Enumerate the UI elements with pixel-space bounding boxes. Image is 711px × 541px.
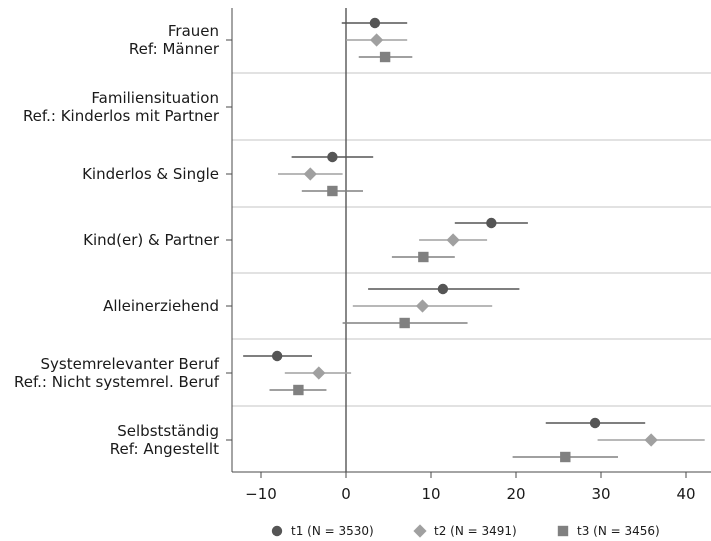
legend-label: t3 (N = 3456) <box>577 524 660 538</box>
point-estimate <box>379 51 391 63</box>
point-estimate <box>418 251 429 263</box>
legend-swatch-diamond-icon <box>413 524 427 538</box>
x-tick-label: 10 <box>421 485 440 503</box>
category-label: Selbstständig <box>117 422 219 440</box>
point-estimate <box>437 283 449 295</box>
point-estimate <box>327 185 338 197</box>
category-label: Familiensituation <box>91 89 219 107</box>
category-label: Systemrelevanter Beruf <box>41 355 220 373</box>
x-tick-label: 40 <box>676 485 695 503</box>
category-label: Kind(er) & Partner <box>83 231 220 249</box>
point-estimate <box>446 233 460 247</box>
category-label: Frauen <box>168 22 219 40</box>
legend: t1 (N = 3530) t2 (N = 3491) t3 (N = 3456) <box>271 524 660 538</box>
group-separators <box>232 72 711 407</box>
category-label: Ref: Angestellt <box>110 440 219 458</box>
point-estimate <box>560 451 571 463</box>
point-estimate <box>293 384 304 396</box>
x-axis-ticks: −10 0 10 20 30 40 <box>226 39 696 503</box>
x-tick-label: 20 <box>506 485 525 503</box>
category-label: Ref: Männer <box>129 40 220 58</box>
category-label: Alleinerziehend <box>103 297 219 315</box>
x-tick-label: 0 <box>341 485 351 503</box>
category-label: Kinderlos & Single <box>82 165 219 183</box>
point-estimate <box>370 33 384 47</box>
x-tick-label: −10 <box>245 485 277 503</box>
legend-label: t2 (N = 3491) <box>434 524 517 538</box>
point-estimate <box>589 417 601 429</box>
point-estimate <box>415 299 430 313</box>
legend-swatch-circle-icon <box>271 525 283 537</box>
point-estimate <box>271 350 283 362</box>
point-estimate <box>312 366 326 380</box>
estimates-layer <box>243 17 705 463</box>
point-estimate <box>644 433 658 447</box>
point-estimate <box>303 167 317 181</box>
legend-swatch-square-icon <box>557 525 569 537</box>
point-estimate <box>486 217 497 229</box>
legend-label: t1 (N = 3530) <box>291 524 374 538</box>
x-tick-label: 30 <box>591 485 610 503</box>
category-label: Ref.: Kinderlos mit Partner <box>23 107 220 125</box>
category-label: Ref.: Nicht systemrel. Beruf <box>14 373 220 391</box>
point-estimate <box>327 151 338 163</box>
point-estimate <box>369 17 381 29</box>
point-estimate <box>399 317 410 329</box>
